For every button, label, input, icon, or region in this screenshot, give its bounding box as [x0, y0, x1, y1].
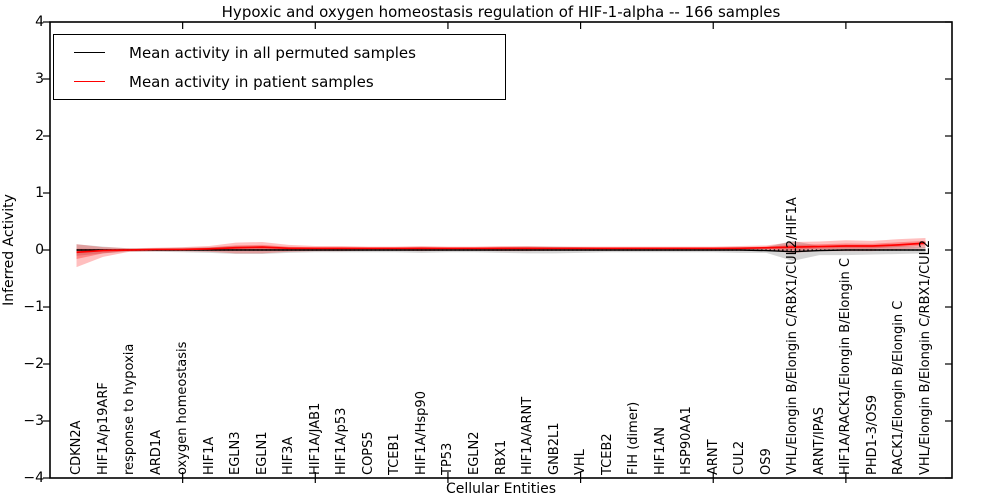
y-tick-label: −3	[23, 413, 44, 429]
x-category-label: VHL/Elongin B/Elongin C/RBX1/CUL2	[917, 239, 933, 475]
x-category-label: VHL	[573, 449, 589, 475]
x-category-label: EGLN3	[228, 431, 244, 475]
y-axis-label-wrap: Inferred Activity	[0, 0, 18, 500]
permuted-confidence-band	[76, 240, 926, 261]
y-tick-label: 0	[35, 242, 44, 258]
y-axis-label: Inferred Activity	[1, 194, 17, 306]
x-category-label: oxygen homeostasis	[175, 341, 191, 475]
x-category-label: ARD1A	[148, 429, 164, 475]
y-tick-label: 3	[35, 71, 44, 87]
x-category-label: VHL/Elongin B/Elongin C/RBX1/CUL2/HIF1A	[785, 197, 801, 475]
x-category-label: HIF1A/JAB1	[307, 402, 323, 475]
legend-line-sample-red	[74, 81, 105, 82]
x-category-label: HIF1AN	[652, 427, 668, 475]
y-tick-label: −4	[23, 470, 44, 486]
patient-mean-line	[76, 242, 926, 254]
x-category-label: GNB2L1	[546, 422, 562, 475]
y-tick-label: 4	[35, 14, 44, 30]
y-tick-label: −1	[23, 299, 44, 315]
x-category-label: HSP90AA1	[679, 406, 695, 475]
y-tick-label: 1	[35, 185, 44, 201]
legend-line-sample-black	[74, 52, 105, 53]
x-category-label: HIF3A	[281, 436, 297, 475]
x-category-label: ARNT	[705, 439, 721, 475]
x-category-label: OS9	[758, 448, 774, 475]
x-category-label: FIH (dimer)	[626, 401, 642, 475]
x-category-label: EGLN2	[466, 431, 482, 475]
x-category-label: HIF1A/Hsp90	[413, 391, 429, 475]
legend: Mean activity in all permuted samples Me…	[53, 34, 506, 100]
x-category-label: HIF1A/RACK1/Elongin B/Elongin C	[838, 258, 854, 475]
permuted-mean-line	[76, 249, 926, 253]
x-category-label: CDKN2A	[69, 420, 85, 475]
x-category-label: HIF1A/p53	[334, 407, 350, 475]
x-category-label: HIF1A	[201, 436, 217, 475]
x-category-label: TP53	[440, 442, 456, 475]
legend-item-permuted: Mean activity in all permuted samples	[54, 44, 505, 62]
x-category-label: RBX1	[493, 439, 509, 475]
legend-item-patient: Mean activity in patient samples	[54, 73, 505, 91]
x-category-label: HIF1A/ARNT	[520, 396, 536, 475]
x-category-label: TCEB2	[599, 433, 615, 475]
x-category-label: CUL2	[732, 440, 748, 475]
x-category-label: TCEB1	[387, 433, 403, 475]
patient-confidence-band	[76, 238, 926, 268]
x-category-label: EGLN1	[254, 431, 270, 475]
x-axis-label: Cellular Entities	[445, 481, 557, 497]
x-category-label: RACK1/Elongin B/Elongin C	[891, 300, 907, 475]
legend-label-patient: Mean activity in patient samples	[129, 72, 374, 91]
x-category-label: response to hypoxia	[122, 343, 138, 475]
y-tick-label: 2	[35, 128, 44, 144]
chart-title: Hypoxic and oxygen homeostasis regulatio…	[221, 3, 781, 21]
x-category-label: COPS5	[360, 431, 376, 475]
y-tick-label: −2	[23, 356, 44, 372]
x-category-label: HIF1A/p19ARF	[95, 382, 111, 475]
x-category-label: ARNT/IPAS	[811, 407, 827, 475]
legend-label-permuted: Mean activity in all permuted samples	[129, 43, 416, 62]
x-category-label: PHD1-3/OS9	[864, 395, 880, 475]
